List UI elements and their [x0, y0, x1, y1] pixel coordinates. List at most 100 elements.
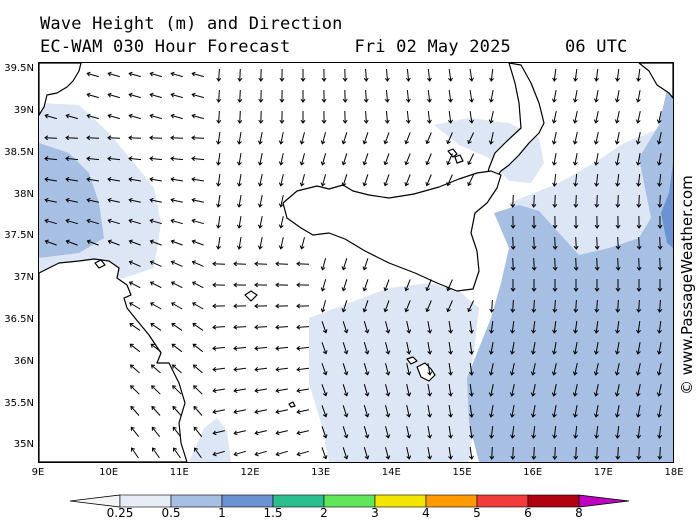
wave-arrow: [191, 239, 204, 246]
land-sicily: [282, 170, 502, 292]
wave-arrow: [128, 197, 141, 203]
legend-label: 1: [218, 506, 226, 520]
wave-arrow: [296, 430, 309, 436]
wave-arrow: [427, 363, 433, 376]
wave-arrow: [129, 364, 140, 374]
wave-arrow: [149, 135, 163, 141]
wave-arrow: [149, 197, 162, 203]
wave-arrow: [193, 385, 203, 395]
wave-arrow: [657, 321, 662, 334]
wave-arrow: [191, 135, 205, 141]
wave-arrow: [448, 69, 453, 82]
wave-arrow: [614, 90, 620, 103]
wave-arrow: [385, 342, 391, 355]
wave-arrow: [657, 215, 663, 229]
wave-arrow: [552, 257, 558, 271]
wave-arrow: [614, 405, 620, 418]
wave-arrow: [615, 321, 620, 334]
wave-arrow: [531, 194, 537, 208]
wave-arrow: [426, 89, 432, 103]
forecast-label: EC-WAM 030 Hour Forecast: [40, 37, 291, 57]
wave-arrow: [573, 257, 579, 271]
wave-arrow: [385, 321, 391, 334]
wave-arrow: [551, 131, 557, 145]
lon-label: 12E: [240, 467, 260, 478]
wave-arrow: [192, 302, 204, 310]
wave-arrow: [427, 321, 433, 334]
wave-arrow: [299, 153, 305, 166]
wave-arrow: [573, 215, 579, 229]
wave-arrow: [65, 197, 78, 203]
wave-arrow: [257, 153, 263, 166]
wave-arrow: [170, 71, 183, 78]
wave-arrow: [594, 299, 600, 313]
wave-arrow: [299, 132, 305, 145]
lat-label: 35.5N: [4, 397, 34, 409]
wave-arrow: [65, 176, 78, 182]
wave-map-canvas: [39, 63, 673, 462]
wave-arrow: [150, 343, 162, 353]
wave-arrow: [233, 430, 246, 436]
wave-arrow: [86, 135, 100, 141]
lat-label: 37N: [13, 272, 34, 284]
wave-arrow: [128, 113, 141, 120]
wave-arrow: [191, 197, 204, 203]
wave-arrow: [656, 153, 662, 166]
wave-arrow: [86, 218, 99, 225]
wave-arrow: [657, 279, 663, 292]
lon-label: 13E: [311, 467, 331, 478]
lat-label: 38N: [13, 188, 34, 200]
wave-arrow: [530, 342, 536, 355]
wave-arrow: [383, 174, 390, 187]
wave-arrow: [65, 218, 78, 225]
land-lampedusa: [288, 401, 296, 408]
wave-arrow: [510, 446, 516, 460]
wave-arrow: [257, 237, 263, 250]
wave-arrow: [254, 345, 268, 351]
wave-arrow: [296, 303, 310, 309]
wave-arrow: [510, 425, 516, 439]
wave-arrow: [614, 342, 620, 355]
wave-arrow: [128, 135, 142, 141]
wave-arrow: [191, 176, 204, 182]
wave-arrow: [212, 261, 226, 267]
wave-arrow: [489, 446, 495, 460]
wave-arrow: [385, 384, 391, 397]
wave-arrow: [552, 299, 558, 313]
wave-arrow: [300, 69, 306, 82]
wave-arrow: [446, 279, 453, 292]
wave-arrow: [170, 260, 183, 267]
land-pantelleria: [244, 290, 258, 302]
wave-arrow: [469, 404, 474, 418]
wave-arrow: [469, 362, 474, 376]
wave-arrow: [427, 342, 433, 355]
wave-arrow: [275, 367, 288, 372]
wave-arrow: [236, 216, 242, 229]
wave-arrow: [172, 385, 182, 395]
wave-arrow: [531, 279, 537, 292]
wave-arrow: [510, 321, 515, 334]
wave-arrow: [86, 156, 100, 162]
land-gozo: [406, 356, 418, 365]
wave-arrow: [489, 425, 495, 439]
wave-arrow: [446, 300, 453, 313]
wave-arrow: [385, 405, 391, 418]
wave-arrow: [254, 409, 267, 415]
wave-arrow: [233, 261, 247, 267]
wave-arrow: [405, 89, 411, 103]
wave-arrow: [551, 362, 557, 376]
wave-arrow: [363, 89, 369, 103]
wave-arrow: [657, 425, 663, 439]
wave-arrow: [279, 68, 285, 82]
wave-arrow: [510, 279, 516, 292]
wave-arrow: [530, 405, 536, 418]
wave-arrow: [489, 321, 494, 334]
wave-arrow: [130, 405, 140, 416]
wave-arrow: [275, 409, 288, 415]
wave-arrow: [552, 215, 558, 229]
wave-arrow: [615, 279, 621, 292]
wave-arrow: [150, 364, 161, 374]
lon-label: 18E: [664, 467, 684, 478]
wave-arrow: [467, 153, 475, 166]
wave-arrow: [296, 282, 310, 288]
